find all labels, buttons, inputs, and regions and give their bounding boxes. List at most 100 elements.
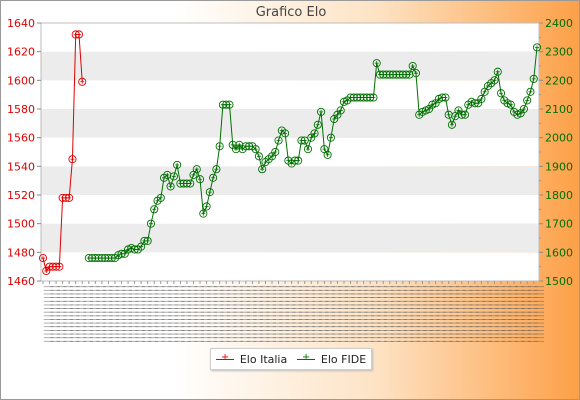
data-point-elo-fide	[281, 129, 290, 138]
x-axis-tick-mark: ||||||||||||||||	[305, 285, 316, 343]
x-axis-tick-mark: ||||||||||||||||	[468, 285, 479, 343]
data-point-elo-fide	[215, 142, 224, 151]
grid-band	[41, 166, 539, 195]
data-point-elo-fide	[372, 59, 381, 68]
x-axis-tick-mark: ||||||||||||||||	[377, 285, 388, 343]
x-axis-tick-mark: ||||||||||||||||	[390, 285, 401, 343]
x-axis-tick-mark: ||||||||||||||||	[272, 285, 283, 343]
x-axis-tick-mark: ||||||||||||||||	[508, 285, 519, 343]
x-axis-tick-mark: ||||||||||||||||	[370, 285, 381, 343]
grid-band	[41, 109, 539, 138]
data-point-elo-fide	[173, 160, 182, 169]
right-axis-tick-label: 1600	[545, 246, 573, 259]
x-axis-tick-mark: ||||||||||||||||	[167, 285, 178, 343]
x-axis-tick-mark: ||||||||||||||||	[488, 285, 499, 343]
data-point-elo-italia	[38, 254, 48, 263]
x-axis-tick-mark: ||||||||||||||||	[409, 285, 420, 343]
x-axis-tick-mark: ||||||||||||||||	[56, 285, 67, 343]
x-axis-tick-mark: ||||||||||||||||	[174, 285, 185, 343]
data-point-elo-fide	[251, 145, 260, 154]
x-axis-tick-mark: ||||||||||||||||	[534, 285, 545, 343]
data-point-elo-fide	[209, 173, 218, 182]
grid-band	[41, 252, 539, 281]
data-point-elo-fide	[212, 165, 221, 174]
x-axis-tick-mark: ||||||||||||||||	[135, 285, 146, 343]
left-axis-tick-label: 1460	[7, 275, 35, 288]
x-axis-tick-mark: ||||||||||||||||	[265, 285, 276, 343]
left-axis-tick-label: 1500	[7, 218, 35, 231]
legend-label-elo-italia: Elo Italia	[239, 352, 288, 366]
x-axis-tick-mark: ||||||||||||||||	[298, 285, 309, 343]
data-point-elo-fide	[506, 100, 515, 109]
data-point-elo-fide	[143, 236, 152, 245]
data-point-elo-fide	[271, 147, 280, 157]
data-point-elo-fide	[199, 209, 208, 218]
legend-item-elo-italia: Elo Italia	[215, 351, 288, 366]
data-point-elo-italia	[74, 30, 84, 39]
x-axis-tick-mark: ||||||||||||||||	[213, 285, 224, 343]
data-point-elo-fide	[205, 188, 214, 197]
chart-title: Grafico Elo	[255, 5, 327, 20]
x-axis-tick-mark: ||||||||||||||||	[82, 285, 93, 343]
data-point-elo-fide	[156, 193, 165, 202]
data-point-elo-fide	[408, 61, 417, 71]
x-axis-tick-mark: ||||||||||||||||	[220, 285, 231, 343]
x-axis-tick-mark: ||||||||||||||||	[89, 285, 100, 343]
right-axis-tick-label: 2400	[545, 17, 573, 30]
x-axis-tick-mark: ||||||||||||||||	[50, 285, 61, 343]
x-axis-tick-mark: ||||||||||||||||	[331, 285, 342, 343]
data-point-elo-fide	[326, 133, 335, 142]
left-axis-tick-label: 1560	[7, 132, 35, 145]
x-axis-tick-mark: ||||||||||||||||	[180, 285, 191, 343]
data-point-elo-fide	[369, 93, 378, 102]
x-axis-tick-mark: ||||||||||||||||	[318, 285, 329, 343]
legend-item-elo-fide: Elo FIDE	[296, 351, 366, 366]
data-point-elo-fide	[317, 107, 326, 116]
x-axis-tick-mark: ||||||||||||||||	[259, 285, 270, 343]
data-point-elo-fide	[313, 120, 322, 129]
legend-swatch-elo-italia	[215, 351, 234, 365]
x-axis-tick-mark: ||||||||||||||||	[148, 285, 159, 343]
x-axis-tick-mark: ||||||||||||||||	[514, 285, 525, 343]
data-point-elo-fide	[225, 100, 234, 109]
left-axis-tick-label: 1600	[7, 74, 35, 87]
data-point-elo-fide	[195, 175, 205, 184]
x-axis-tick-mark: ||||||||||||||||	[193, 285, 204, 343]
grid-band	[41, 51, 539, 81]
left-axis-tick-label: 1640	[7, 17, 35, 30]
x-axis-tick-mark: ||||||||||||||||	[285, 285, 296, 343]
left-axis-tick-label: 1540	[7, 160, 35, 173]
data-point-elo-fide	[526, 87, 535, 96]
left-axis-tick-label: 1580	[7, 103, 35, 116]
data-point-elo-fide	[441, 93, 450, 102]
data-point-elo-fide	[202, 202, 211, 211]
x-axis-tick-mark: ||||||||||||||||	[226, 285, 237, 343]
x-axis-tick-mark: ||||||||||||||||	[279, 285, 290, 343]
x-axis-tick-mark: ||||||||||||||||	[207, 285, 218, 343]
x-axis-tick-mark: ||||||||||||||||	[69, 285, 80, 343]
data-point-elo-fide	[532, 43, 542, 52]
data-point-elo-fide	[274, 136, 283, 145]
x-axis-tick-mark: ||||||||||||||||	[494, 285, 505, 343]
right-axis-tick-label: 1700	[545, 218, 573, 231]
x-axis-tick-mark: ||||||||||||||||	[462, 285, 473, 343]
grid-band	[41, 23, 539, 52]
x-axis-tick-mark: ||||||||||||||||	[449, 285, 460, 343]
x-axis-tick-mark: ||||||||||||||||	[233, 285, 244, 343]
right-axis-tick-label: 2000	[545, 132, 573, 145]
x-axis-tick-mark: ||||||||||||||||	[141, 285, 152, 343]
x-axis-tick-mark: ||||||||||||||||	[396, 285, 407, 343]
x-axis-tick-mark: ||||||||||||||||	[76, 285, 87, 343]
data-point-elo-fide	[496, 89, 506, 98]
grid-band	[41, 195, 539, 224]
x-axis-tick-mark: ||||||||||||||||	[501, 285, 512, 343]
x-axis-tick-mark: ||||||||||||||||	[364, 285, 375, 343]
data-point-elo-fide	[146, 219, 156, 228]
x-axis-tick-mark: ||||||||||||||||	[161, 285, 172, 343]
x-axis-tick-mark: ||||||||||||||||	[311, 285, 322, 343]
x-axis-tick-mark: ||||||||||||||||	[43, 285, 54, 343]
data-point-elo-fide	[294, 156, 303, 165]
right-axis-tick-label: 1800	[545, 189, 573, 202]
x-axis-tick-mark: ||||||||||||||||	[436, 285, 447, 343]
